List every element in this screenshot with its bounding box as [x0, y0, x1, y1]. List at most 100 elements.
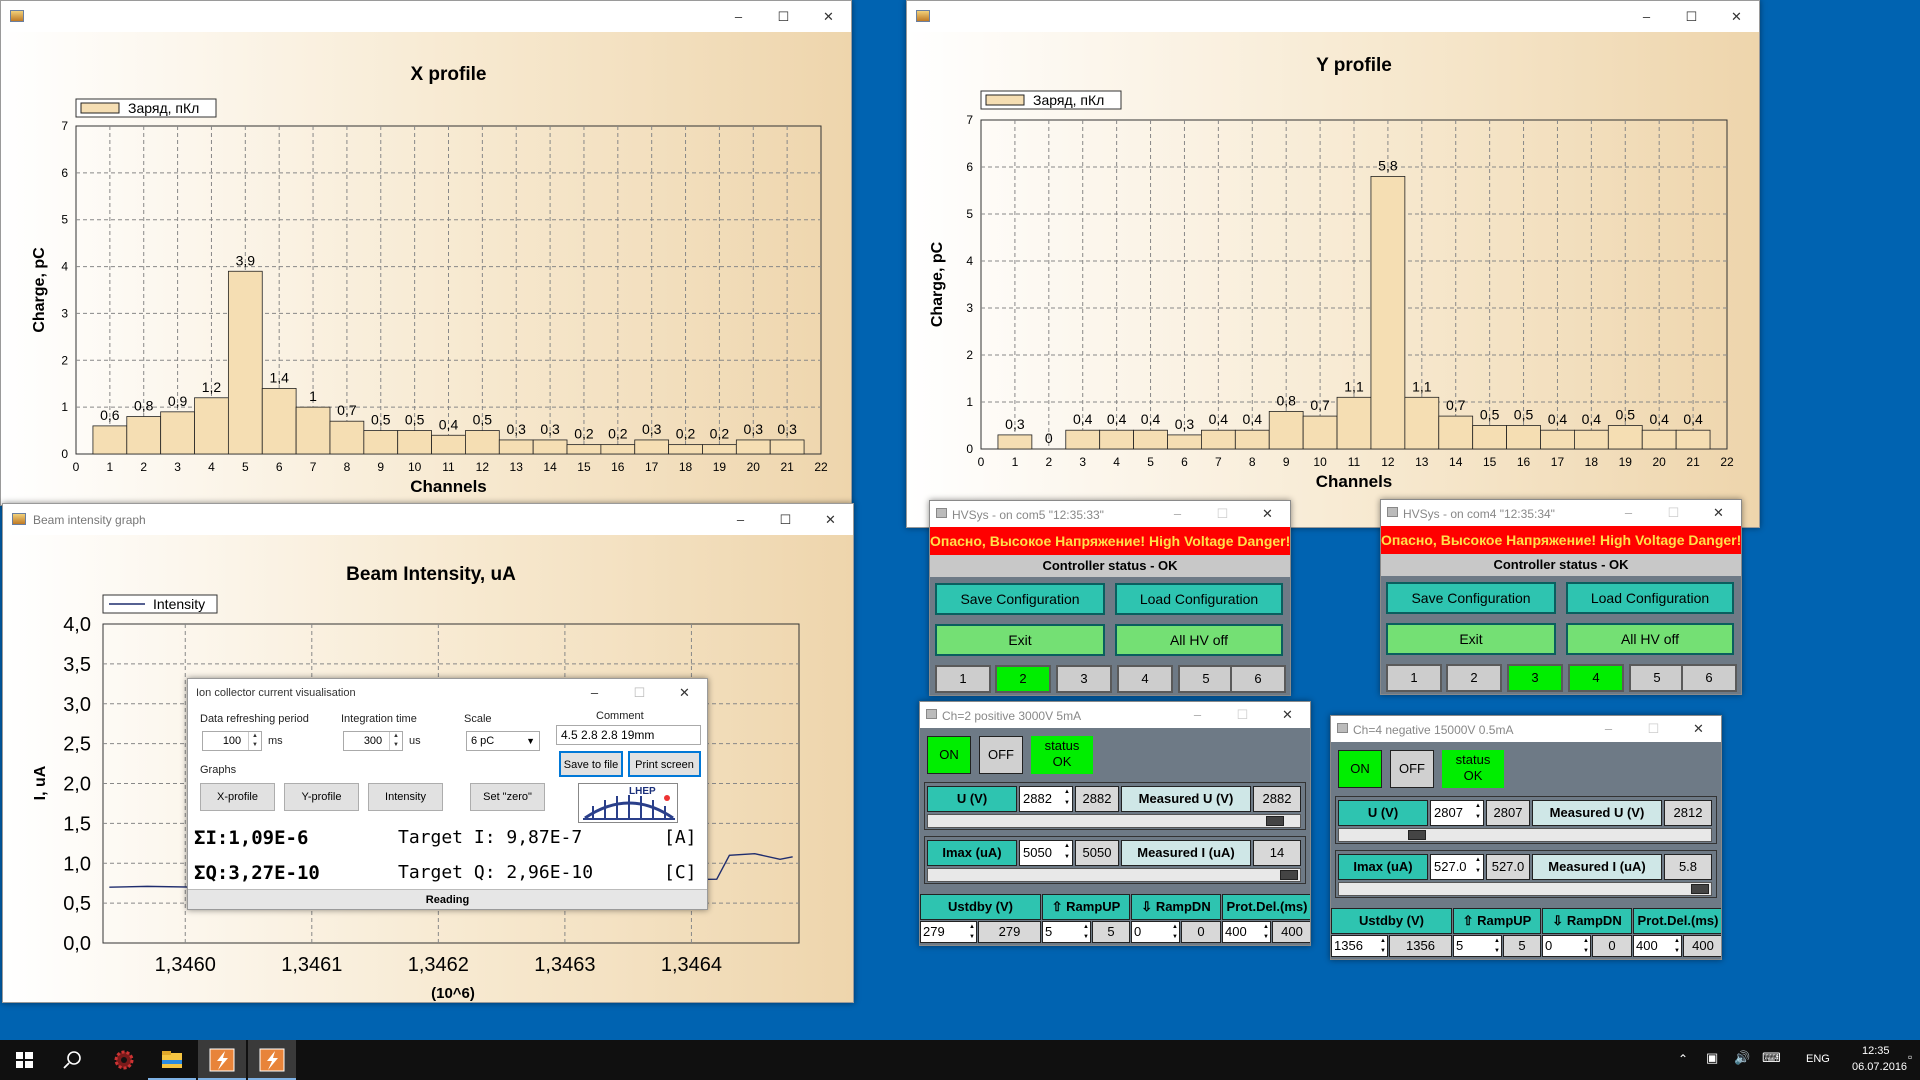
windows-start-icon[interactable]	[0, 1040, 48, 1080]
channel-4-button[interactable]: 4	[1568, 664, 1624, 692]
prot-del-input[interactable]: 400 ▲ ▼	[1633, 935, 1682, 957]
spin-arrows-icon[interactable]: ▲ ▼	[1674, 938, 1680, 954]
spin-arrows-icon[interactable]: ▲ ▼	[248, 732, 261, 750]
spin-arrows-icon[interactable]: ▲ ▼	[1475, 803, 1481, 820]
maximize-icon[interactable]: ☐	[1647, 721, 1660, 736]
exit-button[interactable]: Exit	[1386, 623, 1556, 655]
chevron-down-icon[interactable]: ▼	[526, 736, 535, 746]
close-icon[interactable]: ✕	[823, 9, 834, 24]
minimize-icon[interactable]: –	[1604, 721, 1613, 736]
close-icon[interactable]: ✕	[1282, 707, 1293, 722]
channel-3-button[interactable]: 3	[1507, 664, 1563, 692]
y-profile-titlebar[interactable]: – ☐ ✕	[907, 1, 1759, 32]
i-slider[interactable]	[1338, 882, 1712, 896]
save-configuration-button[interactable]: Save Configuration	[1386, 582, 1556, 614]
spin-arrows-icon[interactable]: ▲ ▼	[1583, 938, 1589, 954]
close-icon[interactable]: ✕	[1262, 506, 1273, 521]
minimize-icon[interactable]: –	[1193, 707, 1202, 722]
intensity-button[interactable]: Intensity	[368, 783, 443, 811]
spin-arrows-icon[interactable]: ▲ ▼	[1494, 938, 1500, 954]
close-icon[interactable]: ✕	[825, 512, 836, 527]
channel-6-button[interactable]: 6	[1230, 665, 1286, 693]
clock-time[interactable]: 12:35	[1862, 1045, 1890, 1057]
imax-setpoint-input[interactable]: 527.0 ▲ ▼	[1430, 854, 1484, 880]
maximize-icon[interactable]: ☐	[779, 512, 792, 527]
on-button[interactable]: ON	[927, 736, 971, 774]
rampdn-input[interactable]: 0 ▲ ▼	[1131, 921, 1180, 943]
minimize-icon[interactable]: –	[590, 685, 599, 700]
x-profile-titlebar[interactable]: – ☐ ✕	[1, 1, 851, 32]
app-lightning-icon[interactable]	[198, 1040, 246, 1080]
beam-titlebar[interactable]: Beam intensity graph – ☐ ✕	[3, 504, 853, 535]
channel-1-button[interactable]: 1	[1386, 664, 1442, 692]
rampdn-input[interactable]: 0 ▲ ▼	[1542, 935, 1591, 957]
minimize-icon[interactable]: –	[734, 9, 743, 24]
spin-arrows-icon[interactable]: ▲ ▼	[1475, 857, 1481, 874]
channel-3-button[interactable]: 3	[1056, 665, 1112, 693]
spin-arrows-icon[interactable]: ▲ ▼	[1380, 938, 1386, 954]
off-button[interactable]: OFF	[979, 736, 1023, 774]
i-slider[interactable]	[927, 868, 1301, 882]
channel-titlebar[interactable]: Ch=4 negative 15000V 0.5mA – ☐ ✕	[1331, 716, 1721, 742]
maximize-icon[interactable]: ☐	[1236, 707, 1249, 722]
spin-arrows-icon[interactable]: ▲ ▼	[1263, 924, 1269, 940]
all-hv-off-button[interactable]: All HV off	[1566, 623, 1734, 655]
off-button[interactable]: OFF	[1390, 750, 1434, 788]
search-icon[interactable]	[48, 1040, 96, 1080]
close-icon[interactable]: ✕	[1731, 9, 1742, 24]
y-profile-button[interactable]: Y-profile	[284, 783, 359, 811]
file-explorer-icon[interactable]	[148, 1040, 196, 1080]
app-gear-icon[interactable]	[100, 1040, 148, 1080]
notification-icon[interactable]: ▫	[1908, 1050, 1913, 1064]
minimize-icon[interactable]: –	[1642, 9, 1651, 24]
minimize-icon[interactable]: –	[736, 512, 745, 527]
channel-1-button[interactable]: 1	[935, 665, 991, 693]
on-button[interactable]: ON	[1338, 750, 1382, 788]
channel-5-button[interactable]: 5	[1178, 665, 1234, 693]
channel-5-button[interactable]: 5	[1629, 664, 1685, 692]
refresh-stepper[interactable]: 100 ▲ ▼	[202, 731, 262, 751]
channel-4-button[interactable]: 4	[1117, 665, 1173, 693]
print-screen-button[interactable]: Print screen	[628, 751, 701, 777]
exit-button[interactable]: Exit	[935, 624, 1105, 656]
close-icon[interactable]: ✕	[1693, 721, 1704, 736]
maximize-icon[interactable]: ☐	[1667, 505, 1680, 520]
close-icon[interactable]: ✕	[679, 685, 690, 700]
ustdby-input[interactable]: 279 ▲ ▼	[920, 921, 977, 943]
slider-thumb[interactable]	[1266, 816, 1284, 826]
u-slider[interactable]	[1338, 828, 1712, 842]
clock-date[interactable]: 06.07.2016	[1852, 1061, 1908, 1073]
keyboard-icon[interactable]: ⌨	[1762, 1050, 1781, 1065]
channel-6-button[interactable]: 6	[1681, 664, 1737, 692]
maximize-icon[interactable]: ☐	[1685, 9, 1698, 24]
app-lightning-icon[interactable]	[248, 1040, 296, 1080]
spin-arrows-icon[interactable]: ▲ ▼	[389, 732, 402, 750]
x-profile-button[interactable]: X-profile	[200, 783, 275, 811]
imax-setpoint-input[interactable]: 5050 ▲ ▼	[1019, 840, 1073, 866]
hvsys-titlebar[interactable]: HVSys - on com4 "12:35:34" – ☐ ✕	[1381, 500, 1741, 526]
hvsys-titlebar[interactable]: HVSys - on com5 "12:35:33" – ☐ ✕	[930, 501, 1290, 527]
volume-icon[interactable]: 🔊	[1734, 1050, 1751, 1065]
slider-thumb[interactable]	[1691, 884, 1709, 894]
ustdby-input[interactable]: 1356 ▲ ▼	[1331, 935, 1388, 957]
maximize-icon[interactable]: ☐	[1216, 506, 1229, 521]
scale-select[interactable]: 6 pC ▼	[466, 731, 540, 751]
slider-thumb[interactable]	[1280, 870, 1298, 880]
all-hv-off-button[interactable]: All HV off	[1115, 624, 1283, 656]
integration-stepper[interactable]: 300 ▲ ▼	[343, 731, 403, 751]
rampup-input[interactable]: 5 ▲ ▼	[1453, 935, 1502, 957]
channel-2-button[interactable]: 2	[995, 665, 1051, 693]
minimize-icon[interactable]: –	[1624, 505, 1633, 520]
channel-titlebar[interactable]: Ch=2 positive 3000V 5mA – ☐ ✕	[920, 702, 1310, 728]
network-icon[interactable]: ▣	[1706, 1050, 1719, 1065]
minimize-icon[interactable]: –	[1173, 506, 1182, 521]
comment-input[interactable]: 4.5 2.8 2.8 19mm	[556, 725, 701, 745]
u-slider[interactable]	[927, 814, 1301, 828]
maximize-icon[interactable]: ☐	[777, 9, 790, 24]
save-to-file-button[interactable]: Save to file	[559, 751, 623, 777]
chevron-up-icon[interactable]: ⌃	[1678, 1052, 1689, 1066]
load-configuration-button[interactable]: Load Configuration	[1566, 582, 1734, 614]
spin-arrows-icon[interactable]: ▲ ▼	[1083, 924, 1089, 940]
close-icon[interactable]: ✕	[1713, 505, 1724, 520]
maximize-icon[interactable]: ☐	[633, 685, 646, 700]
